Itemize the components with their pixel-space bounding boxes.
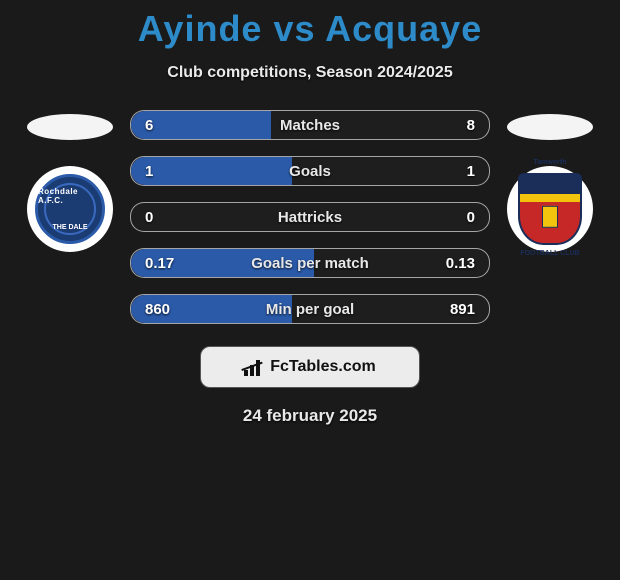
stat-value-right: 891 [450, 295, 475, 323]
stat-value-right: 0 [467, 203, 475, 231]
stat-value-right: 0.13 [446, 249, 475, 277]
stat-label: Matches [131, 111, 489, 139]
stat-row-hattricks: 0 Hattricks 0 [130, 202, 490, 232]
stat-row-matches: 6 Matches 8 [130, 110, 490, 140]
stat-label: Min per goal [131, 295, 489, 323]
club-crest-left: Rochdale A.F.C. THE DALE [27, 166, 113, 252]
stat-value-right: 1 [467, 157, 475, 185]
stat-row-goals: 1 Goals 1 [130, 156, 490, 186]
left-player-column: Rochdale A.F.C. THE DALE [10, 110, 130, 252]
page-title: Ayinde vs Acquaye [138, 8, 482, 50]
chart-icon [244, 358, 264, 376]
crest-right-label: Tamworth [518, 159, 582, 166]
subtitle: Club competitions, Season 2024/2025 [167, 64, 452, 82]
stat-label: Goals per match [131, 249, 489, 277]
stats-column: 6 Matches 8 1 Goals 1 0 Hattricks 0 [130, 110, 490, 324]
crest-left-label: Rochdale A.F.C. [38, 187, 102, 205]
comparison-area: Rochdale A.F.C. THE DALE 6 Matches 8 1 G… [0, 110, 620, 324]
brand-text: FcTables.com [270, 358, 376, 376]
brand-link[interactable]: FcTables.com [200, 346, 420, 388]
crest-left-sublabel: THE DALE [53, 224, 88, 231]
right-player-column: Tamworth FOOTBALL CLUB [490, 110, 610, 252]
stat-row-mpg: 860 Min per goal 891 [130, 294, 490, 324]
crest-right-motif [542, 205, 558, 227]
player-photo-placeholder-right [507, 114, 593, 140]
club-crest-right: Tamworth FOOTBALL CLUB [507, 166, 593, 252]
crest-right-sublabel: FOOTBALL CLUB [518, 250, 582, 257]
stat-label: Goals [131, 157, 489, 185]
stat-value-right: 8 [467, 111, 475, 139]
player-photo-placeholder-left [27, 114, 113, 140]
stat-row-gpm: 0.17 Goals per match 0.13 [130, 248, 490, 278]
date-text: 24 february 2025 [243, 406, 377, 426]
stat-label: Hattricks [131, 203, 489, 231]
